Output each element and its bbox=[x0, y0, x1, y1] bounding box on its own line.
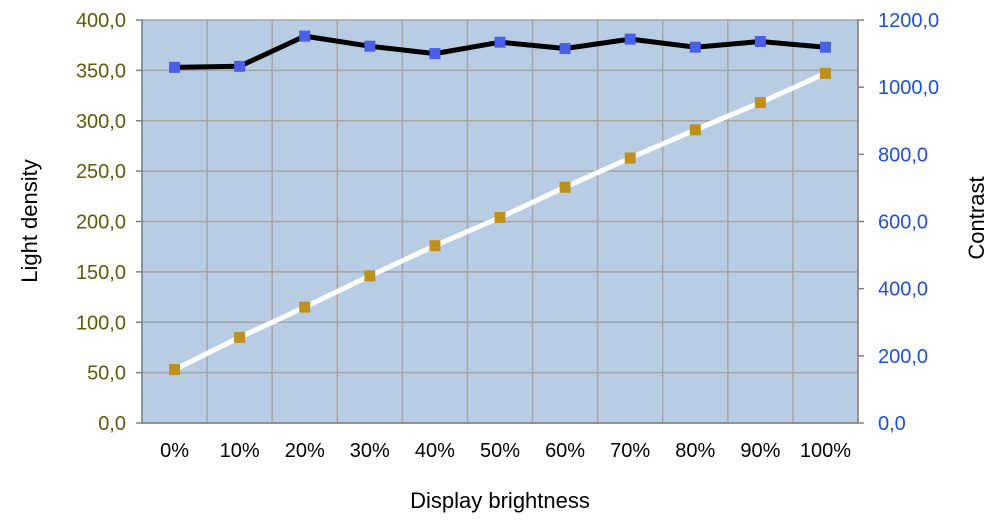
series-2-point bbox=[429, 48, 441, 60]
series-layer bbox=[169, 30, 831, 376]
series-2-point bbox=[624, 33, 636, 45]
series-1-point bbox=[559, 181, 571, 193]
series-1-point bbox=[819, 67, 831, 79]
series-1-point bbox=[169, 364, 181, 376]
x-tick-label: 60% bbox=[545, 440, 585, 462]
right-tick-label: 400,0 bbox=[878, 279, 928, 301]
x-tick-label: 20% bbox=[285, 440, 325, 462]
right-tick-label: 1000,0 bbox=[878, 77, 939, 99]
left-tick-label: 0,0 bbox=[98, 413, 126, 435]
left-tick-label: 350,0 bbox=[76, 60, 126, 82]
left-tick-label: 100,0 bbox=[76, 312, 126, 334]
x-tick-label: 40% bbox=[415, 440, 455, 462]
series-1-point bbox=[494, 211, 506, 223]
right-axis-title: Contrast bbox=[964, 176, 989, 259]
right-tick-label: 800,0 bbox=[878, 144, 928, 166]
series-2-point bbox=[559, 43, 571, 55]
x-tick-label: 30% bbox=[350, 440, 390, 462]
left-tick-label: 50,0 bbox=[87, 363, 126, 385]
right-tick-label: 0,0 bbox=[878, 413, 906, 435]
x-tick-label: 50% bbox=[480, 440, 520, 462]
left-tick-label: 300,0 bbox=[76, 111, 126, 133]
right-tick-label: 1200,0 bbox=[878, 10, 939, 32]
series-2-point bbox=[494, 36, 506, 48]
series-1-point bbox=[624, 152, 636, 164]
series-2-point bbox=[819, 41, 831, 53]
x-tick-label: 80% bbox=[675, 440, 715, 462]
left-tick-label: 400,0 bbox=[76, 10, 126, 32]
series-2-point bbox=[299, 30, 311, 42]
series-1-point bbox=[364, 270, 376, 282]
x-axis-ticks: 0% 10% 20% 30% 40% 50% 60% 70% 80% 90% 100% bbox=[160, 440, 851, 462]
left-axis-title: Light density bbox=[17, 159, 42, 283]
x-tick-label: 0% bbox=[160, 440, 189, 462]
series-1-point bbox=[429, 240, 441, 252]
left-tick-label: 250,0 bbox=[76, 161, 126, 183]
series-2-point bbox=[364, 40, 376, 52]
right-axis-ticks: 0,0 200,0 400,0 600,0 800,0 1000,0 1200,0 bbox=[858, 10, 939, 435]
series-2-point bbox=[169, 61, 181, 73]
left-tick-label: 200,0 bbox=[76, 212, 126, 234]
series-1-point bbox=[234, 331, 246, 343]
series-2-point bbox=[754, 35, 766, 47]
x-tick-label: 100% bbox=[800, 440, 851, 462]
left-axis-ticks: 0,0 50,0 100,0 150,0 200,0 250,0 300,0 350,0 400… bbox=[76, 10, 142, 435]
x-tick-label: 70% bbox=[610, 440, 650, 462]
x-tick-label: 10% bbox=[220, 440, 260, 462]
series-2-point bbox=[234, 60, 246, 72]
x-axis-title: Display brightness bbox=[410, 488, 590, 513]
series-1-point bbox=[754, 97, 766, 109]
series-1-point bbox=[299, 301, 311, 313]
series-2-point bbox=[689, 41, 701, 53]
x-tick-label: 90% bbox=[740, 440, 780, 462]
right-tick-label: 200,0 bbox=[878, 346, 928, 368]
right-tick-label: 600,0 bbox=[878, 212, 928, 234]
left-tick-label: 150,0 bbox=[76, 262, 126, 284]
series-1-point bbox=[689, 124, 701, 136]
